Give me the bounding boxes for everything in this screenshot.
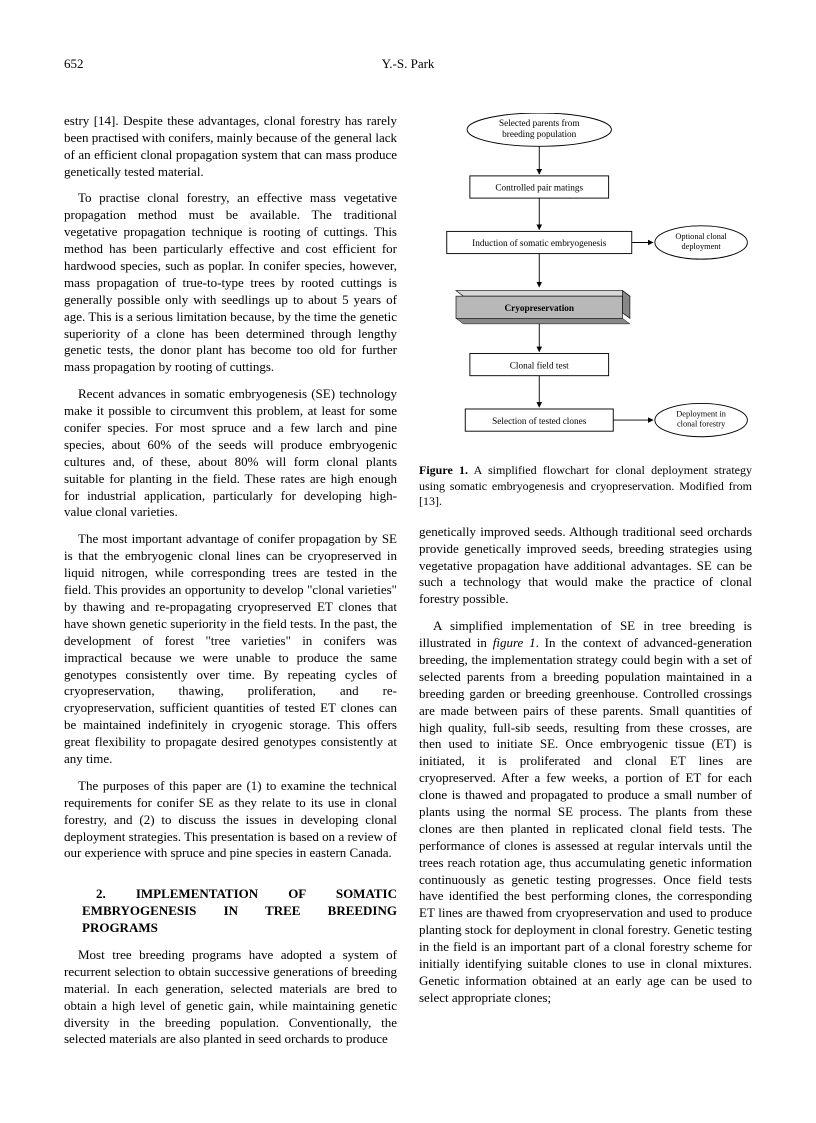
paragraph: genetically improved seeds. Although tra…: [419, 524, 752, 608]
figure-label: Figure 1.: [419, 463, 468, 477]
right-column: Selected parents from breeding populatio…: [419, 113, 752, 1058]
node-label: Clonal field test: [510, 360, 569, 370]
section-heading: 2. IMPLEMENTATION OF SOMATIC EMBRYOGENES…: [82, 886, 397, 937]
flowchart-svg: Selected parents from breeding populatio…: [419, 113, 752, 457]
node-label: Controlled pair matings: [495, 183, 583, 193]
paragraph: Recent advances in somatic embryogenesis…: [64, 386, 397, 521]
paragraph: A simplified implementation of SE in tre…: [419, 618, 752, 1006]
page-header: 652 Y.-S. Park: [64, 56, 752, 73]
two-column-layout: estry [14]. Despite these advantages, cl…: [64, 113, 752, 1058]
figure-1: Selected parents from breeding populatio…: [419, 113, 752, 510]
figure-reference: figure 1: [493, 635, 536, 650]
paragraph: The purposes of this paper are (1) to ex…: [64, 778, 397, 862]
text: . In the context of advanced-generation …: [419, 635, 752, 1005]
node-label: deployment: [681, 242, 721, 251]
node-label: clonal forestry: [677, 419, 726, 428]
paragraph: The most important advantage of conifer …: [64, 531, 397, 767]
figure-caption-text: A simplified flowchart for clonal deploy…: [419, 463, 752, 508]
paragraph: estry [14]. Despite these advantages, cl…: [64, 113, 397, 181]
figure-caption: Figure 1. A simplified flowchart for clo…: [419, 463, 752, 510]
node-label: Cryopreservation: [504, 303, 574, 313]
node-label: breeding population: [502, 129, 576, 139]
node-label: Selected parents from: [499, 118, 580, 128]
paragraph: Most tree breeding programs have adopted…: [64, 947, 397, 1048]
node-label: Optional clonal: [675, 232, 727, 241]
running-head: Y.-S. Park: [382, 56, 435, 71]
flowchart-node-3d: Cryopreservation: [456, 290, 630, 323]
page-number: 652: [64, 56, 84, 73]
paragraph: To practise clonal forestry, an effectiv…: [64, 190, 397, 376]
node-label: Deployment in: [676, 409, 726, 418]
node-label: Selection of tested clones: [492, 416, 587, 426]
left-column: estry [14]. Despite these advantages, cl…: [64, 113, 397, 1058]
node-label: Induction of somatic embryogenesis: [472, 238, 607, 248]
